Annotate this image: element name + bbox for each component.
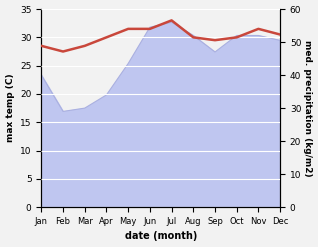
Y-axis label: max temp (C): max temp (C): [5, 74, 15, 143]
X-axis label: date (month): date (month): [125, 231, 197, 242]
Y-axis label: med. precipitation (kg/m2): med. precipitation (kg/m2): [303, 40, 313, 176]
